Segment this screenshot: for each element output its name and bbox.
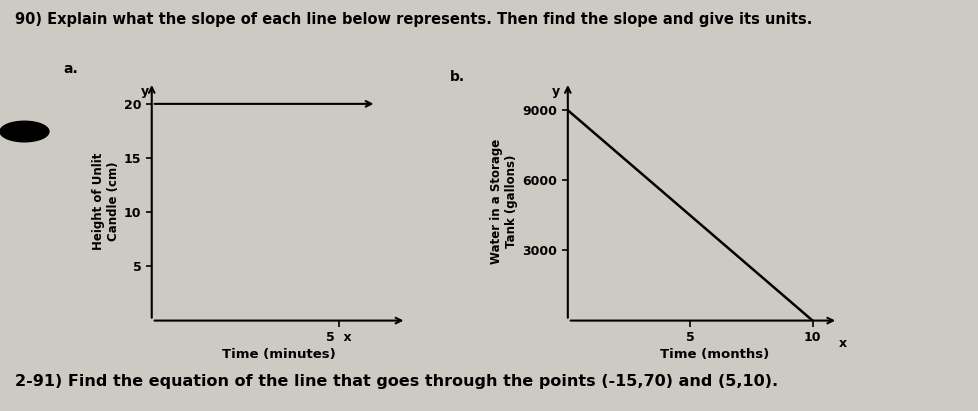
Text: b.: b. xyxy=(450,70,465,84)
Y-axis label: Water in a Storage
Tank (gallons): Water in a Storage Tank (gallons) xyxy=(490,139,517,264)
X-axis label: Time (minutes): Time (minutes) xyxy=(222,348,335,361)
X-axis label: Time (months): Time (months) xyxy=(659,348,769,361)
Text: 2-91) Find the equation of the line that goes through the points (-15,70) and (5: 2-91) Find the equation of the line that… xyxy=(15,374,777,389)
Y-axis label: Height of Unlit
Candle (cm): Height of Unlit Candle (cm) xyxy=(92,153,119,250)
Text: a.: a. xyxy=(64,62,78,76)
Text: 90) Explain what the slope of each line below represents. Then find the slope an: 90) Explain what the slope of each line … xyxy=(15,12,811,27)
Text: y: y xyxy=(141,85,149,97)
Text: x: x xyxy=(837,337,846,350)
Text: y: y xyxy=(551,85,559,97)
